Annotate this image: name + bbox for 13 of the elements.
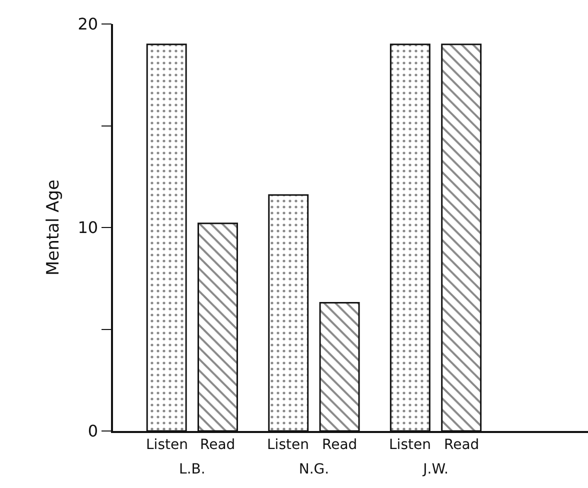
text: Listen <box>389 437 431 453</box>
text: Read <box>322 437 358 453</box>
text: Listen <box>267 437 309 453</box>
y-tick-label: 20 <box>78 14 98 34</box>
x-tick-label: L.B. <box>179 462 206 478</box>
y-tick-label: 10 <box>78 218 98 238</box>
y-tick-label: 0 <box>88 422 98 441</box>
x-tick-label: J.W. <box>422 462 448 478</box>
series-label: Listen <box>146 437 188 453</box>
series-label: Read <box>200 437 236 453</box>
y-axis-title: Mental Age <box>44 180 64 276</box>
text: Read <box>444 437 480 453</box>
x-tick-label: N.G. <box>298 462 330 478</box>
